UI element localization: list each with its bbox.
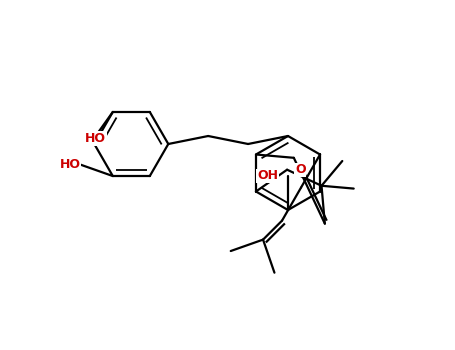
Text: OH: OH [257, 169, 278, 182]
Text: O: O [295, 163, 306, 176]
Text: HO: HO [85, 132, 106, 145]
Text: HO: HO [60, 158, 81, 171]
